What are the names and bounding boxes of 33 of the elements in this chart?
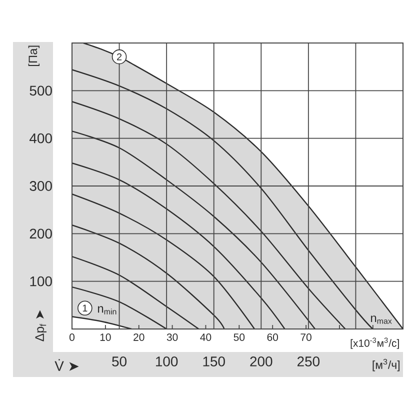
y-tick-label: 200: [30, 228, 52, 239]
x2-tick-label: 70: [300, 334, 312, 341]
line-series: [72, 162, 286, 329]
line-series: [72, 130, 316, 329]
text: Δp$_{f}$ ➤: [35, 310, 46, 342]
x2-tick-label: 10: [100, 334, 111, 341]
x2-axis-title: [x10$^{-3}$м$^{3}$/с]: [350, 338, 399, 349]
y-axis-title: [Па]: [28, 46, 40, 66]
annotation: 1: [82, 304, 88, 312]
series-label: n$_{max}$: [370, 316, 392, 324]
x-tick-label: 200: [250, 356, 272, 366]
y-tick-label: 300: [30, 181, 52, 191]
y-tick-label: 100: [30, 276, 52, 286]
annotation: 2: [117, 53, 122, 60]
x-tick-label: 250: [297, 356, 320, 366]
y-tick-label: 500: [30, 86, 52, 96]
x-tick-label: 50: [112, 356, 127, 366]
legend-label: n$_{min}$: [98, 306, 116, 314]
line-series: [72, 256, 200, 329]
y-tick-label: 400: [30, 133, 52, 144]
x2-tick-label: 30: [166, 334, 178, 341]
text: V̇ ➤: [54, 359, 79, 371]
line-series: [72, 224, 225, 329]
x2-tick-label: 50: [234, 334, 245, 341]
x2-tick-label: 60: [267, 334, 278, 341]
x-tick-label: 100: [156, 356, 178, 366]
x2-tick-label: 0: [69, 334, 74, 341]
line-series: [72, 101, 346, 329]
x-tick-label: 150: [203, 356, 225, 366]
line-series: [72, 194, 256, 329]
x-axis-title: [м$^{3}$/ч]: [372, 358, 400, 372]
x2-tick-label: 20: [134, 334, 144, 341]
x2-tick-label: 40: [200, 334, 212, 341]
